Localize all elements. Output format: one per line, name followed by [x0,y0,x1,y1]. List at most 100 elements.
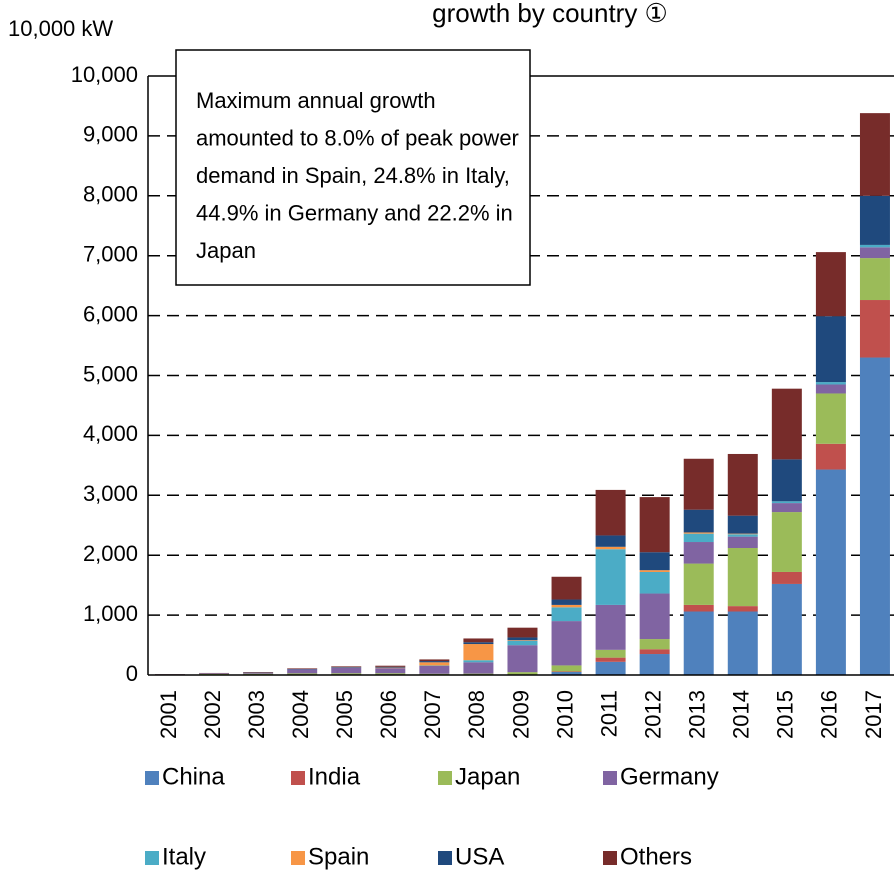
x-tick-label: 2016 [817,690,842,739]
bar-segment [463,644,494,661]
annotation-text: 44.9% in Germany and 22.2% in [196,200,513,225]
legend-label: USA [455,843,504,870]
legend-label: Italy [162,843,206,870]
legend-swatch [438,851,452,865]
bar-segment [859,195,890,245]
bar-segment [639,639,670,650]
bar-segment [727,606,758,612]
bar-segment [287,669,318,674]
bar-segment [375,667,406,669]
bar-segment [507,645,538,673]
bar-segment [331,667,362,668]
bar-segment [375,665,406,667]
x-tick-label: 2004 [288,690,313,739]
bar-segment [639,654,670,675]
y-tick-label: 8,000 [83,182,138,207]
bar-segment [595,649,626,658]
bar-segment [727,453,758,516]
x-tick-label: 2010 [552,690,577,739]
bar-segment [551,576,582,600]
legend-label: Germany [620,763,719,790]
y-tick-label: 1,000 [83,601,138,626]
bar-segment [771,501,802,504]
y-unit-label: 10,000 kW [8,16,113,41]
bar-segment [859,244,890,248]
y-tick-label: 3,000 [83,481,138,506]
bar-segment [771,512,802,572]
x-tick-label: 2007 [420,690,445,739]
legend-label: Japan [455,763,520,790]
bar-segment [375,666,406,668]
x-tick-label: 2011 [596,690,621,737]
bar-segment [463,642,494,645]
bar-segment [551,621,582,666]
bar-segment [727,611,758,675]
bar-segment [639,593,670,640]
bar-segment [639,570,670,572]
y-tick-label: 6,000 [83,301,138,326]
legend-label: India [308,763,361,790]
bar-segment [463,660,494,663]
bar-segment [375,668,406,674]
y-tick-label: 4,000 [83,421,138,446]
bar-segment [683,542,714,564]
legend-swatch [291,771,305,785]
x-tick-label: 2002 [200,690,225,739]
bar-segment [815,393,846,444]
bar-segment [595,535,626,547]
bar-segment [595,604,626,650]
bar-segment [727,534,758,537]
y-tick-label: 10,000 [71,62,138,87]
bar-segment [683,611,714,675]
bar-segment [859,258,890,301]
bar-segment [287,673,318,675]
y-tick-label: 0 [126,661,138,686]
annotation-text: Japan [196,238,256,263]
bar-segment [419,661,450,663]
x-tick-label: 2009 [508,690,533,739]
bar-segment [771,503,802,513]
x-tick-label: 2015 [773,690,798,739]
bar-segment [683,533,714,543]
legend-swatch [603,851,617,865]
bar-segment [683,604,714,612]
bar-segment [815,443,846,470]
annotation-box [175,49,531,286]
x-tick-label: 2008 [464,690,489,739]
legend-swatch [291,851,305,865]
bar-segment [771,388,802,460]
bar-segment [683,509,714,533]
bar-segment [551,607,582,622]
bar-segment [639,571,670,594]
legend-label: China [162,763,225,790]
x-tick-label: 2014 [729,690,754,739]
bar-segment [639,497,670,553]
bar-segment [859,357,890,675]
bar-segment [375,673,406,675]
bar-segment [419,662,450,666]
bar-segment [551,604,582,608]
legend-swatch [145,851,159,865]
legend-label: Others [620,843,692,870]
bar-segment [771,459,802,502]
bar-segment [815,384,846,394]
bar-segment [595,661,626,675]
bar-segment [639,649,670,655]
bar-segment [331,673,362,675]
bar-segment [859,247,890,259]
bar-segment [331,666,362,668]
bar-segment [639,552,670,571]
bar-segment [463,662,494,674]
y-tick-label: 7,000 [83,242,138,267]
bar-segment [683,563,714,605]
y-tick-label: 5,000 [83,361,138,386]
bar-segment [859,113,890,196]
bar-segment [727,515,758,534]
bar-segment [551,665,582,672]
bar-segment [243,672,274,674]
bar-segment [507,640,538,641]
bar-segment [507,627,538,638]
bar-segment [551,672,582,675]
bar-segment [683,458,714,510]
